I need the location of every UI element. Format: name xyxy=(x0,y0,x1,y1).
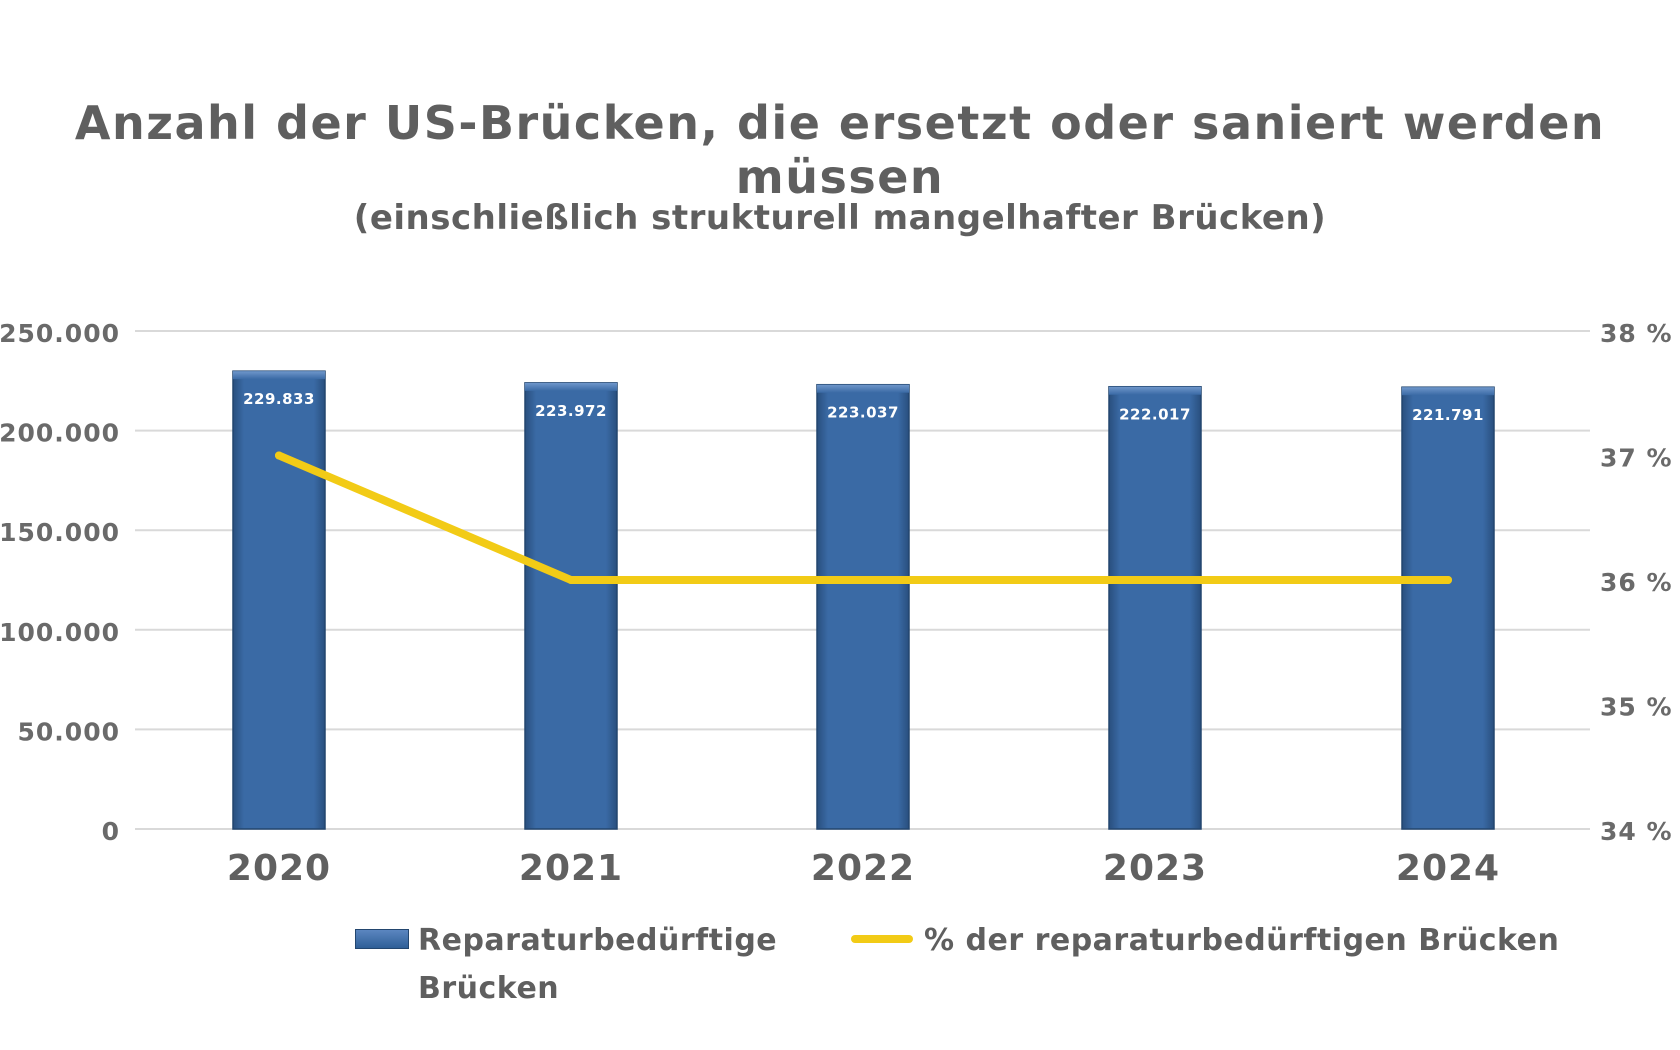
y-left-tick-label: 200.000 xyxy=(0,419,120,448)
bar-data-label: 222.017 xyxy=(1119,406,1191,424)
line-point xyxy=(859,576,867,584)
chart-plot: 229.833 223.972 223.037 222.017 221.791 0 50.… xyxy=(0,319,1673,889)
bar-data-label: 223.037 xyxy=(827,404,899,422)
x-tick-label: 2023 xyxy=(1103,848,1207,889)
x-tick-label: 2021 xyxy=(519,848,623,889)
y-right-tick-label: 38 % xyxy=(1600,319,1673,348)
chart-title: Anzahl der US-Brücken, die ersetzt oder … xyxy=(74,96,1606,204)
x-tick-label: 2020 xyxy=(227,848,331,889)
y-left-tick-label: 150.000 xyxy=(0,518,120,547)
bar xyxy=(1108,385,1202,830)
bar-data-label: 221.791 xyxy=(1412,406,1484,424)
chart-subtitle: (einschließlich strukturell mangelhafter… xyxy=(353,198,1327,238)
legend: Reparaturbedürftige Brücken % der repara… xyxy=(0,915,1680,1035)
bar xyxy=(1401,386,1495,830)
line-point xyxy=(1444,576,1452,584)
y-left-tick-label: 100.000 xyxy=(0,618,120,647)
x-tick-label: 2024 xyxy=(1396,848,1500,889)
legend-bar-label: Reparaturbedürftige Brücken xyxy=(418,923,778,1006)
legend-bar-swatch xyxy=(355,929,409,949)
bar xyxy=(232,370,326,830)
legend-line-swatch xyxy=(851,935,913,943)
y-right-tick-label: 35 % xyxy=(1600,693,1673,722)
y-right-tick-label: 37 % xyxy=(1600,444,1673,473)
bars: 229.833 223.972 223.037 222.017 221.791 xyxy=(232,370,1495,830)
y-right-tick-label: 34 % xyxy=(1600,817,1673,846)
bar xyxy=(524,382,618,830)
bar-data-label: 223.972 xyxy=(535,402,607,420)
bar xyxy=(816,383,910,830)
percent-line xyxy=(275,451,1452,584)
y-left-tick-label: 50.000 xyxy=(18,717,120,746)
axis-labels: 0 50.000 100.000 150.000 200.000 250.000 34 % 3… xyxy=(0,319,1673,889)
y-right-tick-label: 36 % xyxy=(1600,568,1673,597)
line-point xyxy=(1151,576,1159,584)
y-left-tick-label: 250.000 xyxy=(0,319,120,348)
line-point xyxy=(275,451,283,460)
bar-data-label: 229.833 xyxy=(243,390,315,408)
x-tick-label: 2022 xyxy=(811,848,915,889)
line-point xyxy=(567,576,575,584)
y-left-tick-label: 0 xyxy=(102,817,120,846)
legend-line-label: % der reparaturbedürftigen Brücken xyxy=(924,923,1560,958)
